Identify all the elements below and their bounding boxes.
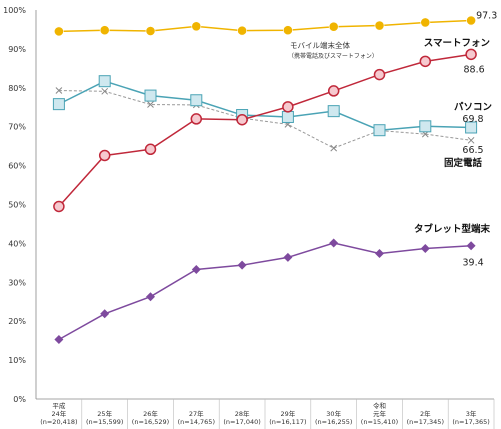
y-tick-label: 30%	[8, 278, 26, 287]
data-point	[191, 264, 201, 274]
data-point	[419, 55, 432, 68]
data-point	[328, 21, 339, 32]
y-tick-label: 10%	[8, 356, 26, 365]
x-tick-era: 令和	[373, 401, 386, 410]
data-point	[373, 124, 386, 137]
data-point	[54, 334, 64, 344]
landline-series-name: 固定電話	[444, 157, 483, 169]
x-tick-sample-size: (n=16,529)	[132, 418, 169, 426]
tablet-last-value: 39.4	[463, 258, 484, 269]
data-point	[465, 48, 477, 61]
data-point	[237, 260, 247, 270]
x-tick-year: 25年	[97, 409, 112, 418]
series-line	[58, 80, 472, 131]
x-tick-year: 30年	[326, 409, 341, 418]
data-point	[420, 243, 430, 253]
data-point	[327, 105, 340, 118]
data-point	[466, 241, 476, 251]
y-tick-label: 100%	[3, 6, 26, 15]
smartphone-series-name: スマートフォン	[424, 38, 490, 49]
data-point	[281, 110, 294, 123]
tablet-series-name: タブレット型端末	[414, 223, 491, 235]
data-point	[282, 101, 294, 113]
data-point	[237, 25, 247, 36]
data-point	[98, 149, 111, 162]
data-point	[144, 89, 157, 102]
y-tick-label: 50%	[8, 201, 26, 210]
x-tick-sample-size: (n=16,117)	[269, 418, 306, 426]
series-line	[58, 19, 472, 33]
x-tick-era: 平成	[52, 401, 66, 410]
y-tick-label: 80%	[8, 84, 26, 93]
landline-last-value: 66.5	[462, 145, 483, 156]
y-tick-label: 20%	[8, 317, 26, 326]
data-point	[52, 98, 65, 111]
x-tick-year: 29年	[281, 409, 296, 418]
data-point	[99, 25, 110, 36]
y-tick-label: 70%	[8, 123, 26, 132]
x-tick-sample-size: (n=15,599)	[86, 418, 123, 426]
data-point	[101, 87, 109, 95]
data-point	[282, 25, 293, 36]
data-point	[145, 26, 156, 36]
series-0	[54, 15, 476, 37]
data-point	[98, 75, 111, 88]
data-point	[54, 26, 64, 37]
data-point	[191, 21, 202, 32]
data-point	[467, 136, 475, 144]
data-point	[330, 144, 338, 152]
data-point	[144, 143, 157, 156]
mobile-series-note: （携帯電話及びスマートフォン）	[288, 52, 378, 60]
x-tick-sample-size: (n=14,765)	[178, 418, 215, 426]
data-point	[375, 249, 384, 259]
pc-series-name: パソコン	[454, 101, 492, 113]
y-tick-label: 90%	[8, 45, 26, 54]
data-point	[190, 94, 203, 107]
mobile-last-value: 97.3	[476, 11, 497, 22]
data-point	[146, 292, 155, 302]
data-point	[190, 113, 203, 125]
data-point	[55, 87, 63, 94]
data-point	[100, 309, 110, 319]
data-point	[283, 252, 293, 262]
x-tick-sample-size: (n=17,040)	[223, 418, 260, 426]
data-point	[236, 113, 248, 126]
data-point	[147, 101, 154, 108]
x-tick-year: 2年	[420, 409, 431, 418]
data-point	[373, 68, 386, 81]
x-tick-sample-size: (n=16,255)	[315, 418, 352, 426]
data-point	[466, 15, 476, 26]
series-1	[53, 48, 477, 213]
y-tick-label: 40%	[8, 239, 26, 248]
x-tick-sample-size: (n=17,365)	[452, 418, 489, 426]
x-tick-sample-size: (n=15,410)	[361, 418, 398, 426]
data-point	[327, 85, 340, 97]
data-point	[420, 17, 431, 28]
y-tick-label: 60%	[8, 162, 26, 171]
x-tick-year: 3年	[466, 409, 477, 418]
x-tick-sample-size: (n=17,345)	[407, 418, 444, 426]
smartphone-last-value: 88.6	[464, 64, 485, 75]
x-tick-sample-size: (n=20,418)	[40, 418, 77, 426]
y-tick-label: 0%	[13, 395, 26, 404]
pc-last-value: 69.8	[462, 114, 483, 125]
series-2	[52, 75, 478, 137]
series-line	[58, 53, 472, 207]
data-point	[329, 238, 339, 248]
series-4	[54, 238, 476, 344]
x-tick-year: 24年	[52, 409, 67, 418]
data-point	[465, 121, 478, 134]
series-line	[58, 242, 472, 341]
x-tick-year: 26年	[143, 409, 158, 418]
data-point	[53, 200, 65, 213]
series-line	[58, 90, 472, 149]
mobile-series-name: モバイル端末全体	[290, 40, 350, 50]
data-point	[374, 20, 385, 31]
series-3	[55, 87, 475, 152]
x-tick-year: 28年	[235, 409, 250, 418]
x-tick-year: 27年	[189, 409, 204, 418]
data-point	[419, 120, 432, 133]
x-tick-year: 元年	[373, 409, 387, 418]
